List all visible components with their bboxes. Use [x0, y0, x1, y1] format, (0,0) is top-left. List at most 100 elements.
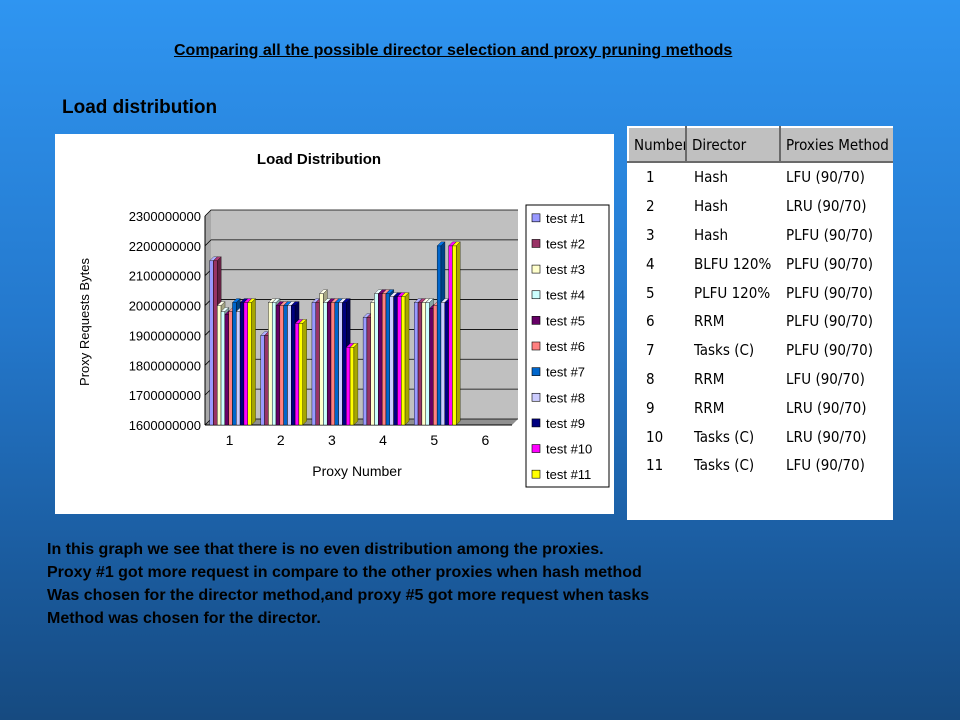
y-tick-label: 1900000000 — [129, 328, 201, 343]
table-row: 2 Hash LRU (90/70) — [628, 192, 893, 221]
cell-proxies-method: LRU (90/70) — [786, 427, 867, 446]
table-row: 7 Tasks (C) PLFU (90/70) — [628, 336, 893, 365]
legend-label: test #3 — [546, 262, 585, 277]
cell-proxies-method: PLFU (90/70) — [786, 254, 873, 273]
legend-label: test #6 — [546, 339, 585, 354]
bar-front — [342, 302, 347, 426]
bar-front — [429, 308, 434, 426]
table-row: 6 RRM PLFU (90/70) — [628, 307, 893, 336]
cell-number: 8 — [646, 369, 655, 388]
header-director: Director — [685, 126, 781, 163]
cell-proxies-method: PLFU (90/70) — [786, 312, 873, 331]
cell-director: PLFU 120% — [694, 283, 771, 302]
bar-front — [213, 260, 218, 426]
cell-director: Tasks (C) — [694, 456, 755, 475]
legend-item: test #4 — [531, 288, 585, 303]
legend-swatch — [531, 290, 541, 300]
legend-swatch — [531, 341, 541, 351]
table-panel: Number Director Proxies Method 1 Hash LFU … — [627, 126, 893, 520]
legend-swatch — [531, 469, 541, 479]
cell-number: 11 — [646, 456, 664, 475]
x-tick-label: 3 — [328, 432, 336, 448]
legend-swatch — [531, 392, 541, 402]
header-proxies-method: Proxies Method — [779, 126, 893, 163]
bar-front — [425, 302, 430, 426]
bar-front — [279, 305, 284, 426]
cell-proxies-method: LFU (90/70) — [786, 456, 865, 475]
bar-front — [397, 296, 402, 426]
legend-item: test #7 — [531, 365, 585, 380]
test-config-table: Number Director Proxies Method 1 Hash LFU … — [627, 126, 893, 480]
legend-item: test #10 — [531, 442, 592, 457]
description-line: Was chosen for the director method,and p… — [47, 587, 650, 604]
cell-number: 5 — [646, 283, 655, 302]
table-row: 3 Hash PLFU (90/70) — [628, 221, 893, 250]
y-tick-label: 2200000000 — [129, 239, 201, 254]
table-row: 11 Tasks (C) LFU (90/70) — [628, 451, 893, 480]
bar-front — [433, 305, 438, 426]
table-row: 4 BLFU 120% PLFU (90/70) — [628, 249, 893, 278]
plot-area: 1600000000 1700000000 1800000000 1900000000… — [129, 209, 518, 448]
x-tick-label: 4 — [379, 432, 387, 448]
cell-number: 9 — [646, 398, 655, 417]
description-line: In this graph we see that there is no ev… — [47, 541, 604, 558]
cell-proxies-method: PLFU (90/70) — [786, 283, 873, 302]
legend-label: test #9 — [546, 416, 585, 431]
bar-front — [298, 323, 303, 426]
y-tick-label: 1800000000 — [129, 358, 201, 373]
table-row: 10 Tasks (C) LRU (90/70) — [628, 422, 893, 451]
bar-front — [370, 302, 375, 426]
legend-item: test #5 — [531, 313, 585, 328]
cell-director: Hash — [694, 168, 729, 187]
table-row: 8 RRM LFU (90/70) — [628, 365, 893, 394]
cell-number: 7 — [646, 341, 655, 360]
cell-director: RRM — [694, 369, 725, 388]
legend-label: test #7 — [546, 365, 585, 380]
bar-front — [381, 293, 387, 426]
bar — [452, 241, 461, 426]
description: In this graph we see that there is no ev… — [47, 538, 927, 630]
bar-front — [294, 323, 300, 426]
bar-side — [456, 241, 461, 426]
legend-label: test #2 — [546, 236, 585, 251]
bar-front — [268, 302, 273, 426]
legend-swatch — [531, 316, 541, 325]
legend-label: test #4 — [546, 288, 585, 303]
table-row: 9 RRM LRU (90/70) — [628, 393, 893, 422]
bar-front — [209, 260, 214, 426]
bar-front — [291, 305, 296, 426]
cell-number: 3 — [646, 225, 655, 244]
legend-item: test #9 — [531, 416, 585, 431]
legend-swatch — [531, 367, 541, 376]
bar-front — [315, 302, 320, 426]
x-tick-label: 1 — [226, 432, 234, 448]
legend: test #1 test #2 test #3 test #4 test #5 test … — [525, 204, 610, 488]
y-tick-label: 1700000000 — [129, 388, 201, 403]
table-row: 1 Hash LFU (90/70) — [628, 162, 893, 192]
chart-panel: Load Distribution Proxy Number Proxy Req… — [55, 134, 614, 514]
legend-label: test #8 — [546, 390, 585, 405]
bar-front — [217, 305, 222, 426]
bar-front — [444, 302, 449, 426]
bar-front — [378, 293, 383, 426]
bar-front — [374, 293, 379, 426]
header-number: Number — [627, 126, 687, 163]
bar-front — [232, 302, 237, 426]
bar-front — [239, 302, 245, 426]
legend-swatch — [531, 418, 541, 428]
load-distribution-chart: Load Distribution Proxy Number Proxy Req… — [77, 151, 610, 488]
bar-front — [287, 305, 292, 426]
bar-front — [260, 335, 265, 426]
bar — [349, 343, 359, 426]
bar-front — [275, 305, 281, 426]
legend-swatch — [531, 239, 541, 248]
legend-swatch — [531, 264, 541, 274]
bar-front — [283, 305, 288, 426]
bar-side — [404, 292, 410, 426]
cell-proxies-method: LRU (90/70) — [786, 197, 867, 216]
cell-number: 4 — [646, 254, 655, 273]
bar-front — [421, 302, 426, 426]
cell-proxies-method: LFU (90/70) — [786, 369, 865, 388]
cell-proxies-method: LFU (90/70) — [786, 168, 865, 187]
bar-front — [272, 302, 277, 426]
